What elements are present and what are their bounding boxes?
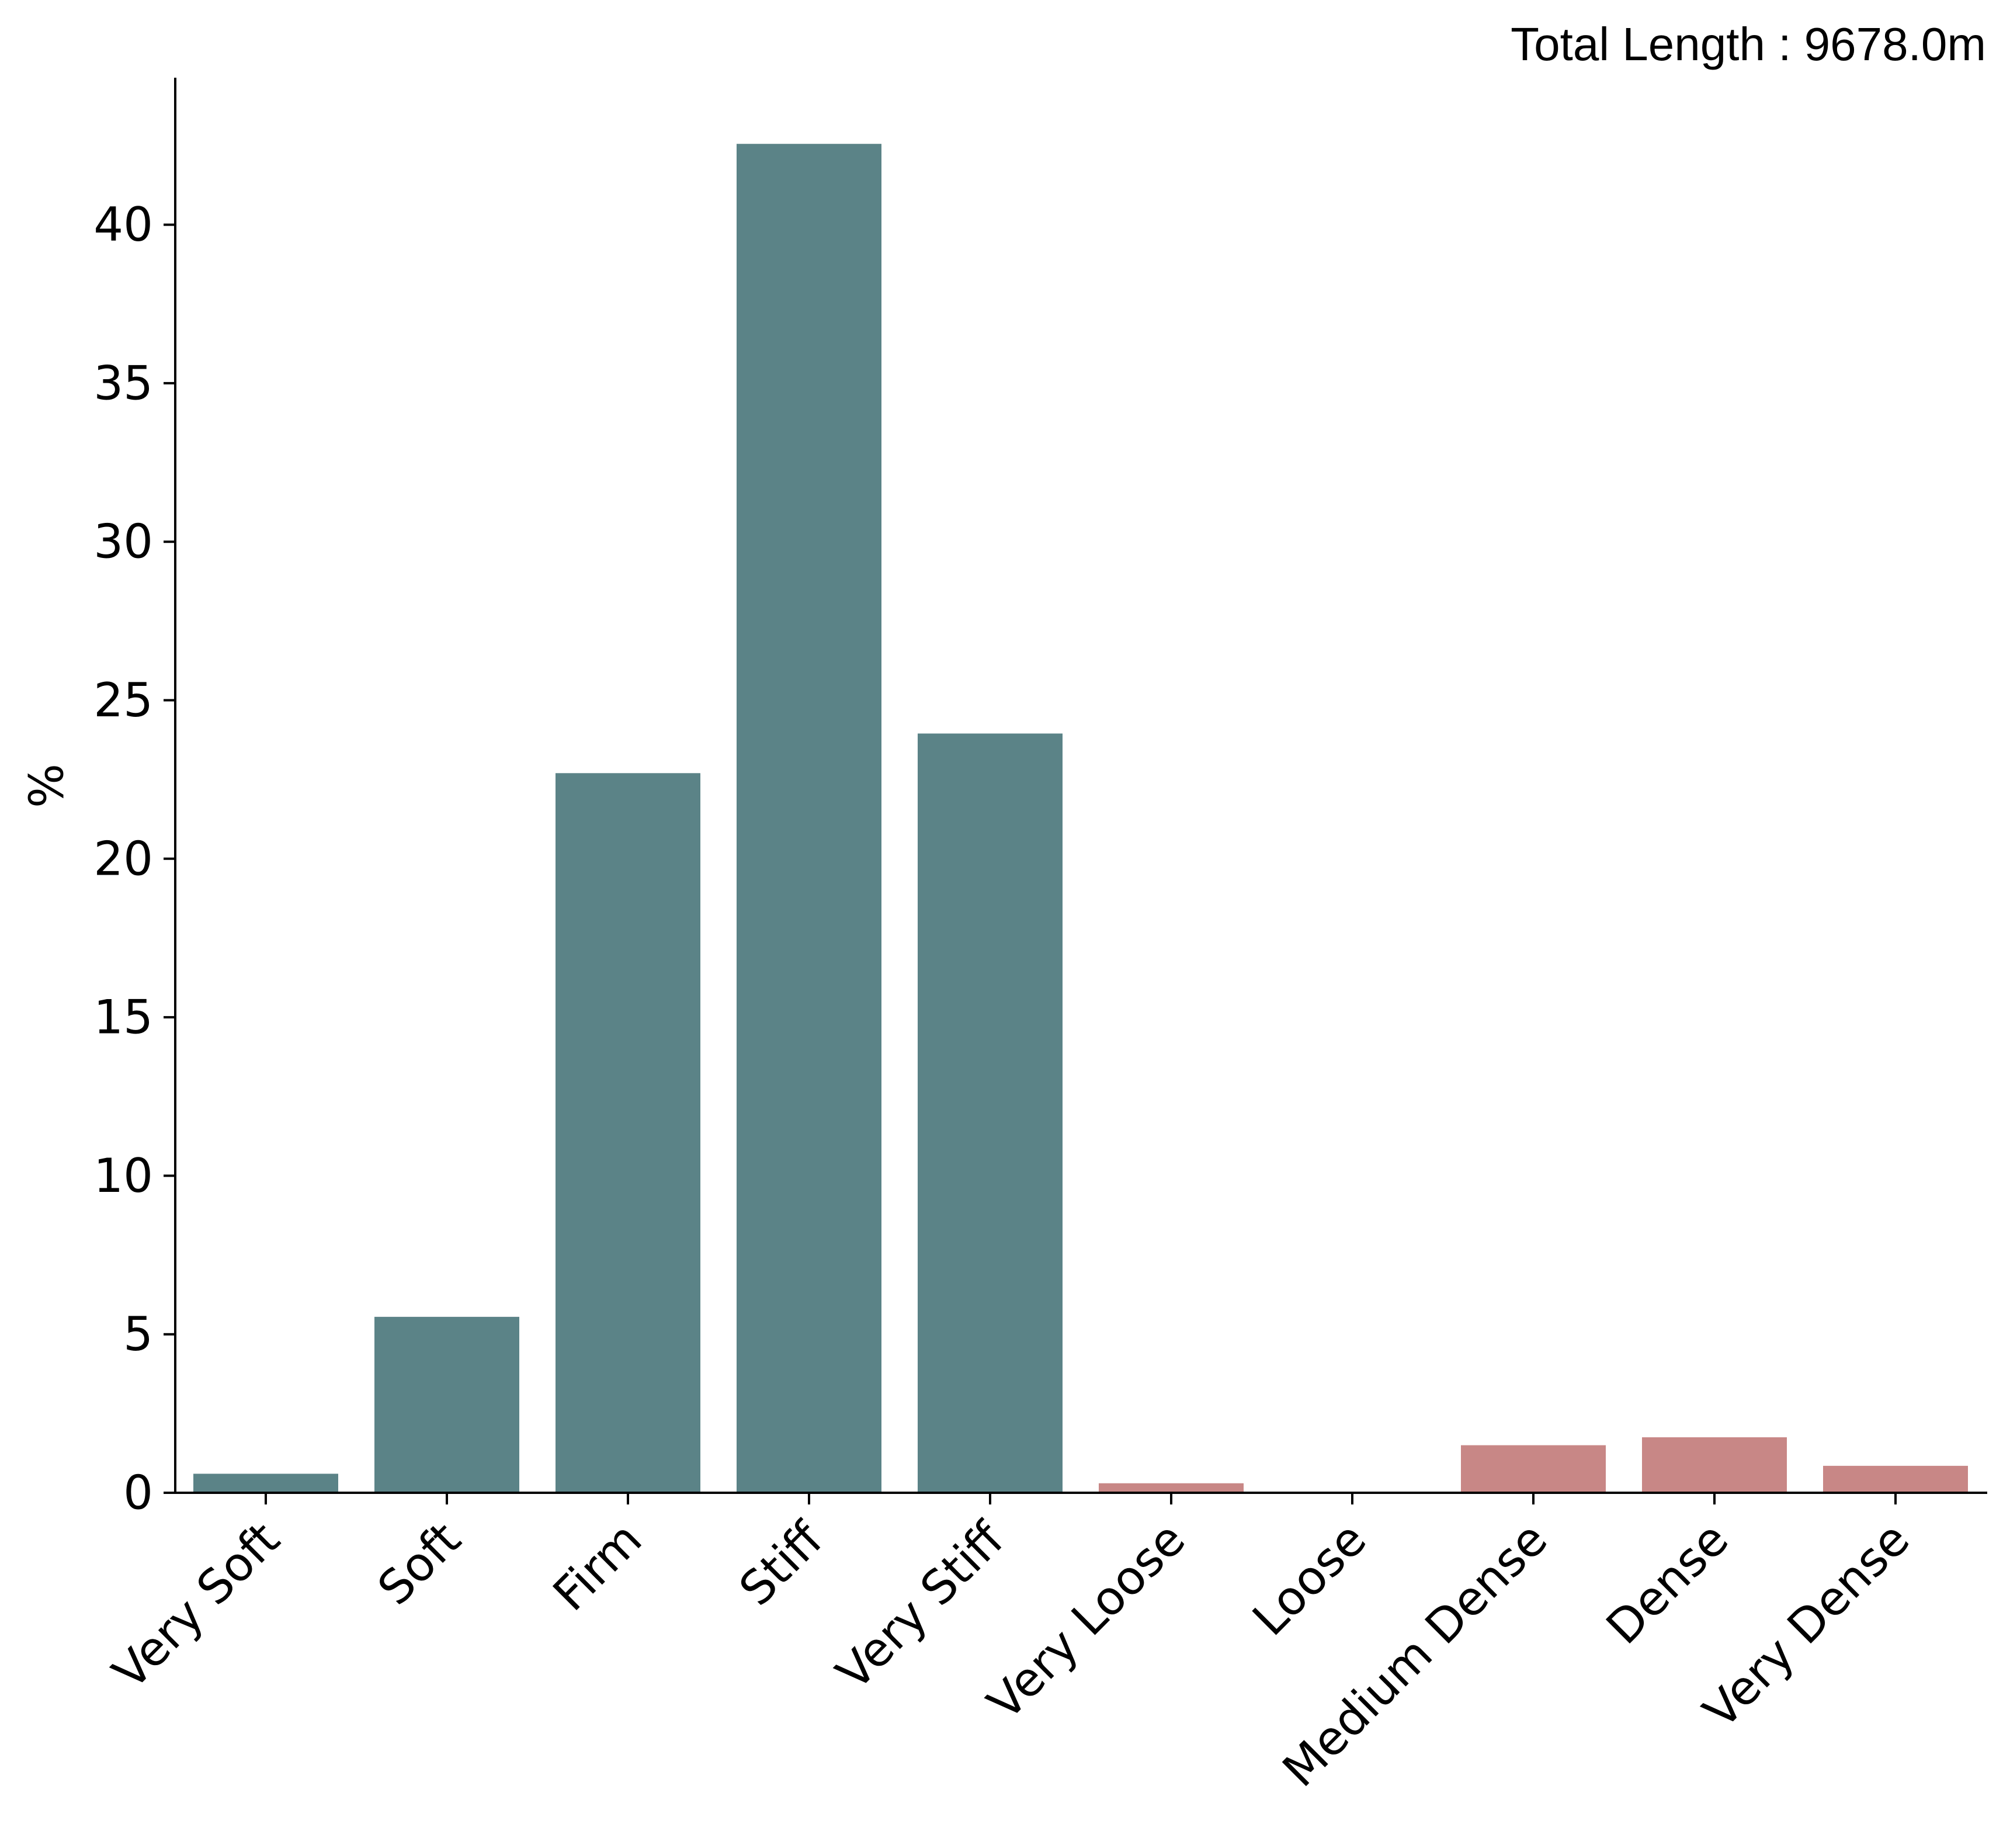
- bar-very-loose: [1099, 1483, 1244, 1493]
- x-tick-label: Very Stiff: [826, 1511, 1015, 1700]
- bar-soft: [374, 1316, 519, 1493]
- x-tick-label: Stiff: [729, 1511, 834, 1616]
- y-tick-label: 15: [93, 990, 153, 1045]
- y-tick-label: 10: [93, 1149, 153, 1203]
- y-axis-label: %: [20, 764, 74, 808]
- y-tick-label: 35: [93, 356, 153, 410]
- axes-layer: [174, 78, 1987, 1494]
- bar-medium-dense: [1461, 1445, 1606, 1493]
- y-tick-label: 40: [93, 197, 153, 252]
- y-tick-label: 20: [93, 831, 153, 886]
- bar-very-dense: [1823, 1465, 1968, 1493]
- y-tick-label: 5: [123, 1307, 153, 1361]
- bar-stiff: [737, 144, 881, 1493]
- y-tick-label: 0: [123, 1466, 153, 1520]
- bars-layer: [193, 144, 1968, 1493]
- bar-very-soft: [193, 1473, 338, 1493]
- x-tick-label: Firm: [543, 1512, 652, 1621]
- y-ticks: 0 5 10 15 20 25 30 35 40: [93, 197, 175, 1520]
- bar-very-stiff: [918, 733, 1063, 1493]
- y-tick-label: 30: [93, 515, 153, 569]
- x-tick-label: Very Loose: [977, 1512, 1196, 1731]
- bar-firm: [556, 773, 700, 1493]
- bar-dense: [1642, 1437, 1787, 1493]
- y-tick-label: 25: [93, 673, 153, 727]
- x-tick-label: Dense: [1596, 1512, 1738, 1655]
- total-length-annotation: Total Length : 9678.0m: [1511, 18, 1986, 70]
- x-tick-label: Very Soft: [102, 1512, 290, 1700]
- x-tick-label: Soft: [367, 1512, 471, 1615]
- x-tick-label: Loose: [1242, 1512, 1377, 1646]
